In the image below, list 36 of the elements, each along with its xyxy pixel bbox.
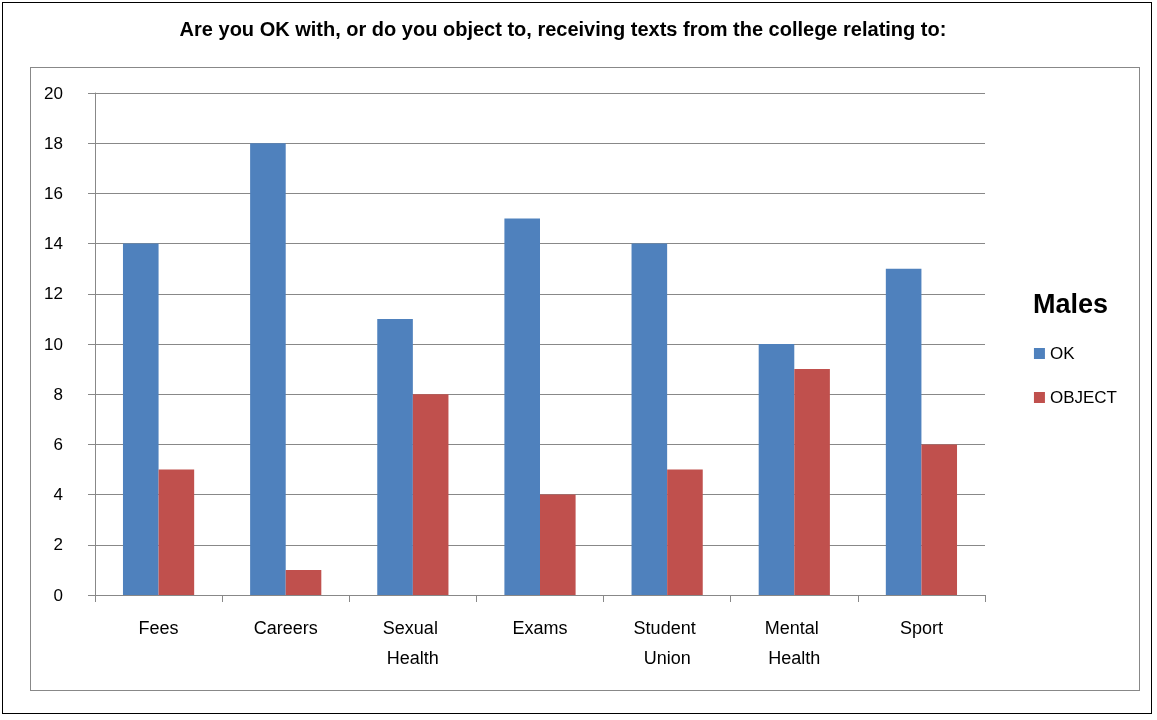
chart-title: Are you OK with, or do you object to, receiving texts from the college relating to:	[179, 18, 947, 40]
y-tick-label: 4	[53, 485, 63, 505]
y-tick-label: 12	[44, 284, 63, 304]
bar	[667, 469, 703, 595]
legend-label: OK	[1049, 344, 1076, 363]
bar	[250, 143, 286, 595]
y-tick-label: 2	[53, 535, 63, 555]
bar	[540, 494, 576, 595]
x-tick-label: Sport	[899, 618, 943, 638]
y-tick-label: 16	[44, 183, 63, 203]
y-tick-label: 20	[44, 83, 63, 103]
bar	[794, 369, 830, 595]
y-tick-label: 8	[53, 384, 63, 404]
x-tick-label: Exams	[512, 618, 568, 638]
x-tick-label: Fees	[138, 618, 179, 638]
legend-label: OBJECT	[1049, 388, 1117, 407]
x-tick-label: Student Union	[633, 618, 701, 668]
bar	[631, 243, 668, 595]
x-tick-label: Mental Health	[764, 618, 824, 668]
x-tick-label: Sexual Health	[382, 618, 443, 668]
y-tick-label: 14	[44, 234, 63, 254]
bar	[285, 569, 322, 595]
y-tick-label: 18	[44, 133, 63, 153]
bar	[377, 318, 413, 595]
y-tick-label: 0	[53, 585, 63, 605]
bar	[758, 344, 795, 595]
x-tick-label: Careers	[253, 618, 318, 638]
y-tick-label: 10	[44, 334, 63, 354]
bar	[122, 243, 159, 595]
bar	[885, 268, 922, 595]
bar	[504, 218, 540, 595]
legend-title: Males	[1032, 288, 1109, 319]
y-tick-label: 6	[53, 434, 63, 454]
bar	[921, 444, 958, 595]
bar	[158, 469, 195, 595]
bar	[412, 394, 449, 595]
